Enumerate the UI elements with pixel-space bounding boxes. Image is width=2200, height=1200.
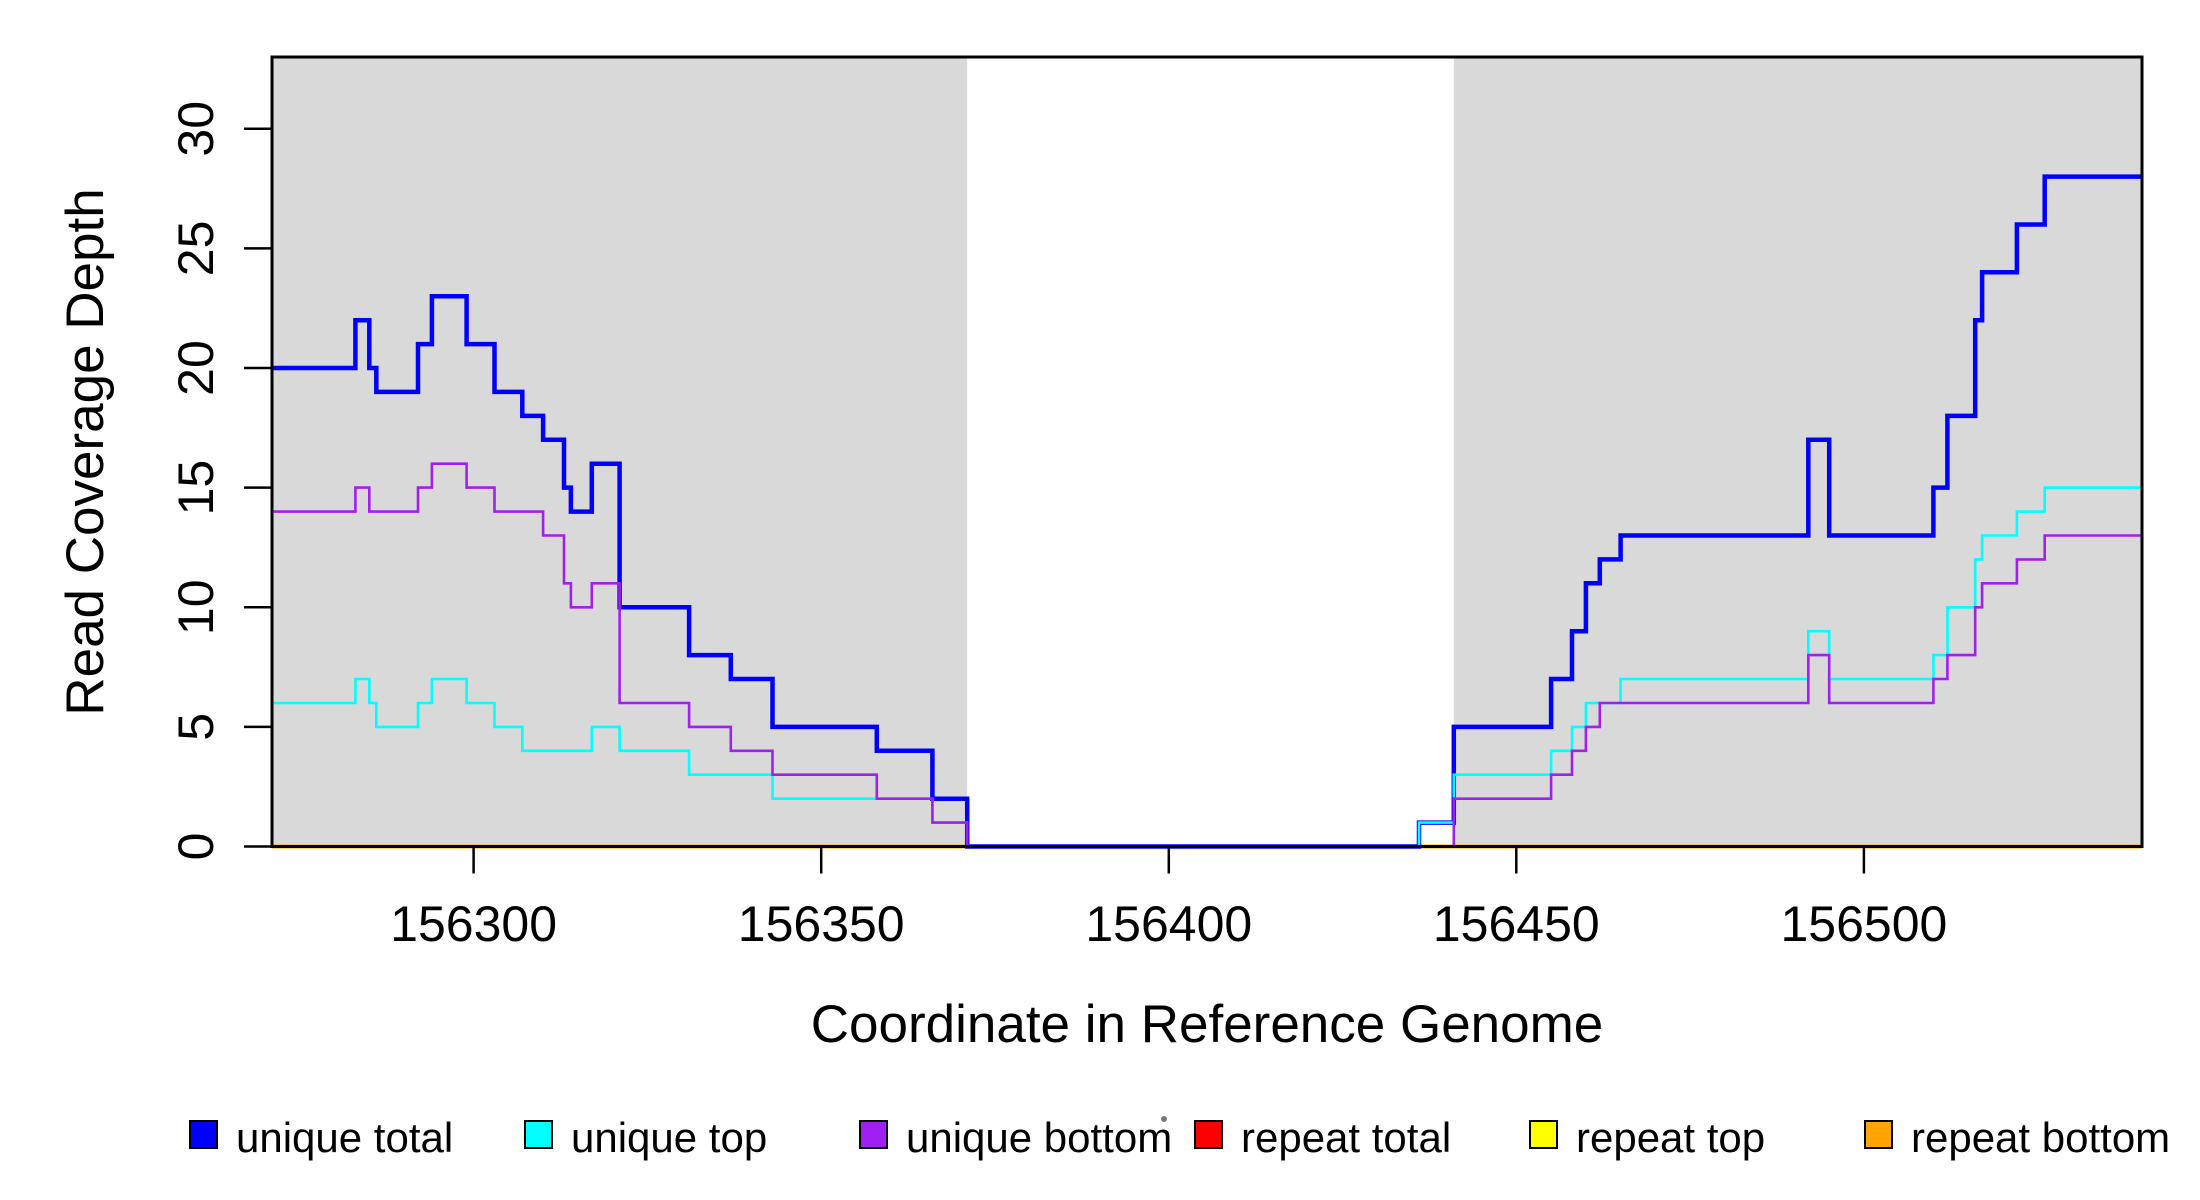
y-tick-label: 25 [168, 221, 224, 277]
axes-layer: 156300 156350 156400 156450 156500 0 5 10 15 20 25… [168, 55, 2144, 952]
shaded-region-1 [1453, 57, 2142, 847]
series-line-unique-total [272, 174, 2142, 849]
legend-label-repeat-bottom: repeat bottom [1911, 1114, 2170, 1161]
y-tick-label: 15 [168, 460, 224, 516]
y-tick-label: 10 [168, 579, 224, 635]
legend-swatch-unique-top [524, 1120, 553, 1149]
x-tick-label: 156300 [390, 896, 557, 952]
y-tick-label: 20 [168, 340, 224, 396]
stray-mark [1161, 1116, 1167, 1122]
x-tick-label: 156400 [1085, 896, 1252, 952]
x-tick-label: 156500 [1780, 896, 1947, 952]
y-tick-label: 5 [168, 713, 224, 741]
shaded-regions-layer [272, 57, 2142, 847]
series-line-unique-bottom [272, 462, 2142, 848]
legend-swatch-repeat-total [1194, 1120, 1223, 1149]
legend-swatch-repeat-bottom [1864, 1120, 1893, 1149]
x-tick-label: 156450 [1433, 896, 1600, 952]
legend: unique total unique top unique bottom repea… [189, 1114, 2170, 1161]
legend-label-repeat-top: repeat top [1576, 1114, 1765, 1161]
legend-label-unique-bottom: unique bottom [906, 1114, 1172, 1161]
shaded-region-0 [272, 57, 968, 847]
plot-box [270, 55, 2144, 848]
x-axis-title: Coordinate in Reference Genome [811, 995, 1604, 1054]
y-tick-label: 30 [168, 101, 224, 157]
legend-label-repeat-total: repeat total [1241, 1114, 1451, 1161]
legend-swatch-unique-total [189, 1120, 218, 1149]
legend-swatch-repeat-top [1529, 1120, 1558, 1149]
x-tick-label: 156350 [738, 896, 905, 952]
y-tick-label: 0 [168, 833, 224, 861]
legend-label-unique-total: unique total [236, 1114, 453, 1161]
legend-swatch-unique-bottom [859, 1120, 888, 1149]
y-axis-title: Read Coverage Depth [56, 188, 115, 715]
legend-label-unique-top: unique top [571, 1114, 767, 1161]
